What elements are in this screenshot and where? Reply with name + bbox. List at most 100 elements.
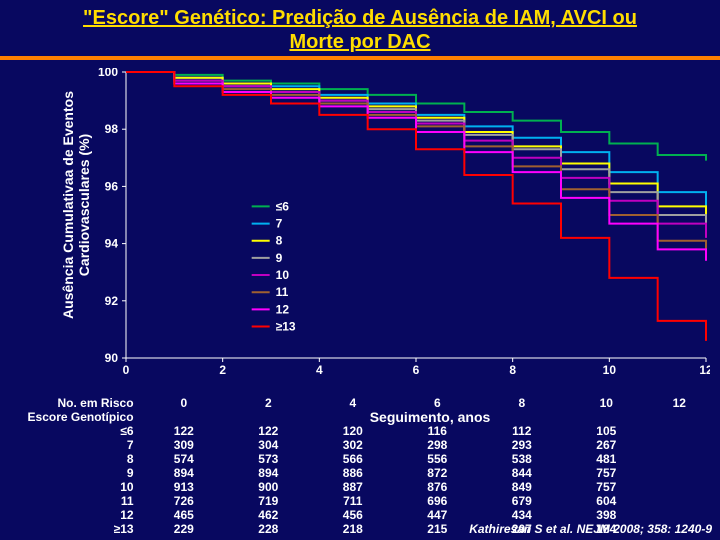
risk-cell: 465 [142,508,227,522]
risk-cell [649,480,710,494]
title-rule [0,56,720,60]
risk-cell: 481 [564,452,649,466]
risk-row-label: ≥13 [20,522,142,536]
svg-text:12: 12 [699,363,710,377]
risk-cell: 900 [226,480,311,494]
svg-text:90: 90 [105,351,119,365]
legend-label: 10 [276,268,290,282]
risk-cell: 757 [564,466,649,480]
risk-cell: 913 [142,480,227,494]
risk-cell: 719 [226,494,311,508]
legend-label: 7 [276,217,283,231]
risk-cell: 462 [226,508,311,522]
risk-cell: 876 [395,480,480,494]
risk-cell [649,438,710,452]
risk-row-label: 9 [20,466,142,480]
risk-header-left2: Escore Genotípico [20,410,142,424]
risk-cell: 696 [395,494,480,508]
risk-cell: 538 [480,452,565,466]
risk-col-header: 12 [649,396,710,410]
risk-cell: 304 [226,438,311,452]
slide-root: { "title_line1": "\"Escore\" Genético: P… [0,0,720,540]
risk-row-label: 12 [20,508,142,522]
citation: Kathiresan S et al. NEJM 2008; 358: 1240… [469,522,712,536]
risk-cell: 679 [480,494,565,508]
risk-cell: 447 [395,508,480,522]
risk-cell [649,494,710,508]
risk-cell: 309 [142,438,227,452]
title-line1: "Escore" Genético: Predição de Ausência … [83,7,637,29]
svg-text:96: 96 [105,179,119,193]
legend-label: 9 [276,251,283,265]
risk-cell: 398 [564,508,649,522]
svg-text:100: 100 [98,68,118,79]
svg-text:10: 10 [603,363,617,377]
svg-text:98: 98 [105,122,119,136]
risk-row-label: 10 [20,480,142,494]
risk-col-header: 8 [480,396,565,410]
svg-text:6: 6 [413,363,420,377]
risk-col-header: 0 [142,396,227,410]
legend-label: ≤6 [276,199,290,213]
legend-label: 11 [276,285,289,299]
risk-cell: 886 [311,466,396,480]
risk-cell: 228 [226,522,311,536]
risk-cell: 574 [142,452,227,466]
risk-cell: 120 [311,424,396,438]
svg-text:2: 2 [219,363,226,377]
risk-cell: 298 [395,438,480,452]
risk-cell [649,452,710,466]
risk-cell: 116 [395,424,480,438]
risk-cell: 556 [395,452,480,466]
risk-cell: 887 [311,480,396,494]
risk-cell [649,424,710,438]
risk-row-label: 7 [20,438,142,452]
chart-area: 9092949698100024681012≤6789101112≥13 [90,68,710,378]
risk-col-header: 6 [395,396,480,410]
risk-cell: 302 [311,438,396,452]
slide-title: "Escore" Genético: Predição de Ausência … [0,0,720,54]
risk-cell: 218 [311,522,396,536]
risk-cell: 105 [564,424,649,438]
svg-text:94: 94 [105,237,119,251]
risk-row-label: ≤6 [20,424,142,438]
risk-row-label: 11 [20,494,142,508]
risk-cell: 566 [311,452,396,466]
legend-label: ≥13 [276,320,296,334]
risk-col-header: 4 [311,396,396,410]
risk-col-header: 10 [564,396,649,410]
risk-cell: 456 [311,508,396,522]
title-line2: Morte por DAC [289,31,430,53]
risk-cell: 757 [564,480,649,494]
legend-label: 8 [276,234,283,248]
risk-cell: 267 [564,438,649,452]
risk-cell: 604 [564,494,649,508]
risk-cell: 293 [480,438,565,452]
risk-col-header: 2 [226,396,311,410]
risk-cell: 849 [480,480,565,494]
risk-cell: 112 [480,424,565,438]
risk-cell: 122 [226,424,311,438]
risk-cell: 215 [395,522,480,536]
risk-cell: 711 [311,494,396,508]
risk-cell: 844 [480,466,565,480]
risk-cell: 434 [480,508,565,522]
legend-label: 12 [276,302,290,316]
risk-cell: 229 [142,522,227,536]
risk-cell: 894 [226,466,311,480]
risk-cell [649,508,710,522]
risk-row-label: 8 [20,452,142,466]
risk-header-left1: No. em Risco [20,396,142,410]
risk-cell: 894 [142,466,227,480]
survival-chart: 9092949698100024681012≤6789101112≥13 [90,68,710,378]
risk-cell: 122 [142,424,227,438]
y-axis-label: Ausência Cumulativaa de Eventos Cardiova… [60,80,92,330]
risk-cell: 573 [226,452,311,466]
svg-text:92: 92 [105,294,119,308]
svg-text:4: 4 [316,363,323,377]
risk-cell: 872 [395,466,480,480]
risk-table: No. em Risco024681012Escore Genotípico≤6… [20,396,710,536]
svg-text:8: 8 [509,363,516,377]
risk-cell [649,466,710,480]
risk-cell: 726 [142,494,227,508]
